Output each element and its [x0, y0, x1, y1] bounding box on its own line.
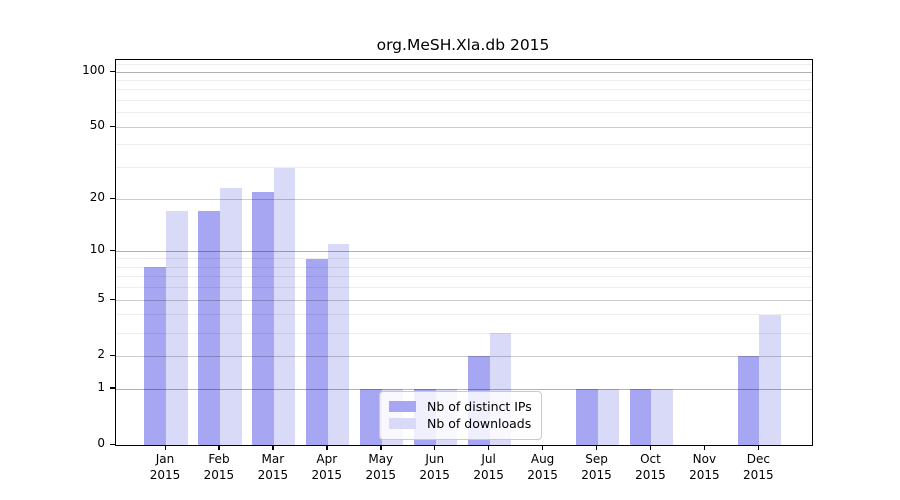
bar-distinct-ips-may: [360, 389, 382, 445]
x-tick-jun: [434, 445, 436, 451]
x-tick-sep: [596, 445, 598, 451]
x-tick-label-feb: Feb 2015: [203, 452, 235, 482]
x-tick-label-oct: Oct 2015: [635, 452, 666, 482]
y-tick-label-10: 10: [89, 242, 105, 257]
x-tick-label-dec: Dec 2015: [743, 452, 774, 482]
x-tick-jul: [488, 445, 490, 451]
bar-distinct-ips-oct: [629, 389, 652, 445]
x-tick-label-jan: Jan 2015: [149, 452, 181, 482]
legend-label-distinct-ips: Nb of distinct IPs: [427, 399, 532, 414]
y-tick-label-0: 0: [97, 436, 105, 450]
y-tick-50: [110, 125, 116, 128]
bar-distinct-ips-dec: [737, 356, 760, 445]
x-tick-label-may: May 2015: [365, 452, 397, 482]
bar-downloads-apr: [327, 244, 350, 445]
x-tick-label-sep: Sep 2015: [581, 452, 612, 482]
y-tick-label-50: 50: [89, 118, 105, 133]
x-tick-apr: [326, 445, 328, 451]
x-tick-jan: [164, 445, 166, 451]
x-tick-nov: [703, 445, 706, 451]
legend-item-downloads: Nb of downloads: [389, 416, 532, 431]
x-tick-label-mar: Mar 2015: [257, 452, 289, 482]
legend-swatch-downloads: [389, 418, 416, 429]
y-tick-label-2: 2: [97, 347, 105, 362]
bar-distinct-ips-mar: [252, 191, 274, 445]
bar-downloads-mar: [273, 167, 296, 445]
x-tick-label-apr: Apr 2015: [311, 452, 343, 482]
y-tick-10: [110, 249, 116, 252]
x-tick-label-jul: Jul 2015: [473, 452, 504, 482]
x-tick-aug: [542, 445, 544, 451]
y-tick-label-20: 20: [89, 190, 105, 204]
bar-distinct-ips-feb: [198, 211, 220, 445]
legend-item-distinct-ips: Nb of distinct IPs: [389, 399, 532, 414]
bar-distinct-ips-apr: [306, 258, 328, 445]
x-tick-feb: [218, 445, 220, 451]
y-tick-label-5: 5: [97, 291, 105, 306]
y-tick-2: [110, 354, 116, 357]
bar-distinct-ips-sep: [575, 389, 598, 445]
x-tick-label-aug: Aug 2015: [527, 452, 558, 482]
legend-swatch-distinct-ips: [389, 401, 416, 412]
bar-downloads-jan: [166, 211, 188, 445]
y-tick-label-100: 100: [82, 63, 105, 78]
x-tick-dec: [757, 445, 760, 451]
plot-area: Nb of distinct IPs Nb of downloads: [115, 59, 813, 446]
chart-title: org.MeSH.Xla.db 2015: [376, 36, 550, 54]
bars-layer: [116, 60, 812, 445]
bar-distinct-ips-jan: [144, 267, 166, 445]
x-tick-may: [380, 445, 382, 451]
y-tick-20: [110, 197, 116, 199]
bar-downloads-oct: [651, 389, 674, 445]
x-tick-oct: [649, 445, 652, 451]
y-tick-label-1: 1: [97, 379, 105, 394]
bar-downloads-dec: [759, 314, 781, 445]
x-tick-label-jun: Jun 2015: [419, 452, 450, 482]
x-tick-mar: [272, 445, 274, 451]
legend-label-downloads: Nb of downloads: [427, 416, 532, 431]
bar-downloads-feb: [219, 188, 242, 445]
y-tick-5: [110, 298, 116, 301]
y-tick-1: [110, 387, 116, 389]
x-tick-label-nov: Nov 2015: [689, 452, 720, 482]
y-tick-100: [110, 70, 116, 72]
legend: Nb of distinct IPs Nb of downloads: [379, 391, 542, 440]
y-tick-0: [110, 443, 116, 445]
bar-downloads-sep: [597, 389, 620, 445]
